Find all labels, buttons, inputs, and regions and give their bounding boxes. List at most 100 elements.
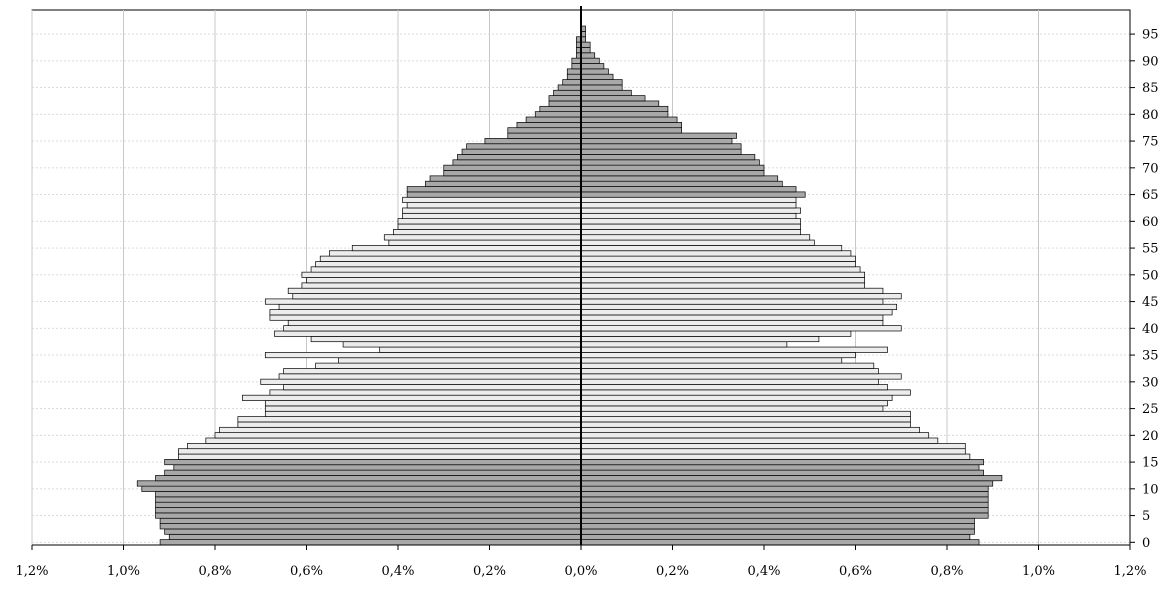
bar-left-age-24 <box>264 410 582 417</box>
bar-right-age-66 <box>580 186 797 193</box>
bar-right-age-20 <box>580 432 930 439</box>
bar-right-age-87 <box>580 73 614 80</box>
bar-right-age-8 <box>580 496 989 503</box>
bar-right-age-93 <box>580 41 591 48</box>
bar-left-age-47 <box>287 287 582 294</box>
bar-left-age-31 <box>278 373 582 380</box>
bar-right-age-42 <box>580 314 884 321</box>
bar-right-age-13 <box>580 469 984 476</box>
y-tick-label: 85 <box>1142 81 1159 96</box>
bar-left-age-39 <box>274 330 582 337</box>
bar-right-age-35 <box>580 352 856 359</box>
y-tick-label: 95 <box>1142 28 1159 43</box>
labels-layer: 1,2% 1,0% 0,8% 0,6% 0,4% 0,2% 0,0% 0,2% 0,4% 0,6%… <box>15 28 1158 579</box>
bar-left-age-4 <box>159 517 582 524</box>
bar-left-age-50 <box>301 271 582 278</box>
bar-right-age-1 <box>580 533 971 540</box>
y-tick-label: 65 <box>1142 188 1159 203</box>
x-tick-label: 0,6% <box>839 564 872 579</box>
bar-right-age-59 <box>580 223 801 230</box>
bar-right-age-56 <box>580 239 815 246</box>
bar-left-age-34 <box>338 357 582 364</box>
bar-right-age-47 <box>580 287 884 294</box>
bar-right-age-16 <box>580 453 971 460</box>
bar-left-age-12 <box>155 475 582 482</box>
y-tick-label: 35 <box>1142 349 1159 364</box>
x-tick-label: 0,8% <box>930 564 963 579</box>
bar-right-age-49 <box>580 277 865 284</box>
bar-left-age-42 <box>269 314 582 321</box>
bar-right-age-37 <box>580 341 788 348</box>
bar-right-age-12 <box>580 475 1003 482</box>
y-tick-label: 70 <box>1142 161 1159 176</box>
y-tick-label: 60 <box>1142 215 1159 230</box>
x-tick-label: 1,0% <box>107 564 140 579</box>
bar-left-age-87 <box>566 73 582 80</box>
bar-right-age-82 <box>580 100 660 107</box>
bar-left-age-52 <box>315 261 582 268</box>
bar-right-age-31 <box>580 373 902 380</box>
bar-left-age-5 <box>155 512 582 519</box>
y-tick-label: 90 <box>1142 54 1159 69</box>
bar-right-age-70 <box>580 164 765 171</box>
bar-right-age-6 <box>580 507 989 514</box>
y-tick-label: 0 <box>1142 536 1150 551</box>
bar-right-age-80 <box>580 111 669 118</box>
y-tick-label: 15 <box>1142 456 1159 471</box>
bar-left-age-67 <box>425 180 582 187</box>
y-tick-label: 45 <box>1142 295 1159 310</box>
bar-left-age-74 <box>466 143 582 150</box>
bar-left-age-71 <box>452 159 582 166</box>
bar-left-age-68 <box>429 175 582 182</box>
bar-left-age-19 <box>205 437 582 444</box>
y-tick-label: 55 <box>1142 242 1159 257</box>
bar-left-age-29 <box>283 384 582 391</box>
bar-right-age-14 <box>580 464 980 471</box>
bar-left-age-56 <box>388 239 582 246</box>
bar-right-age-61 <box>580 212 797 220</box>
bar-left-age-78 <box>516 121 582 129</box>
bar-right-age-71 <box>580 159 760 166</box>
bar-right-age-26 <box>580 400 888 407</box>
bar-right-age-81 <box>580 105 669 113</box>
bar-left-age-90 <box>571 57 582 64</box>
bar-right-age-78 <box>580 121 683 129</box>
bar-right-age-23 <box>580 416 911 423</box>
bar-left-age-41 <box>287 319 582 326</box>
bar-right-age-32 <box>580 368 879 375</box>
bar-left-age-65 <box>406 191 582 198</box>
bar-left-age-76 <box>507 132 582 139</box>
bar-left-age-86 <box>562 79 582 86</box>
x-tick-label: 0,8% <box>198 564 231 579</box>
bar-right-age-0 <box>580 539 980 546</box>
bar-right-age-17 <box>580 448 966 455</box>
bar-left-age-59 <box>397 223 582 230</box>
bar-left-age-26 <box>264 400 582 407</box>
bar-left-age-75 <box>484 138 582 145</box>
bar-left-age-28 <box>269 389 582 396</box>
bar-right-age-55 <box>580 245 843 252</box>
bar-left-age-25 <box>264 405 582 412</box>
bar-right-age-48 <box>580 282 865 289</box>
y-tick-label: 50 <box>1142 268 1159 283</box>
bar-right-age-18 <box>580 443 966 450</box>
bar-left-age-3 <box>159 523 582 530</box>
bar-left-age-22 <box>237 421 582 428</box>
x-tick-label: 0,2% <box>473 564 506 579</box>
bar-left-age-2 <box>164 528 582 535</box>
x-tick-label: 1,0% <box>1022 564 1055 579</box>
bar-right-age-75 <box>580 138 733 145</box>
bar-right-age-36 <box>580 346 888 353</box>
bar-left-age-88 <box>566 68 582 75</box>
bar-left-age-16 <box>178 453 582 460</box>
bar-right-age-25 <box>580 405 884 412</box>
bar-left-age-77 <box>507 127 582 134</box>
bar-right-age-62 <box>580 207 801 214</box>
bar-right-age-69 <box>580 170 765 177</box>
bar-left-age-53 <box>319 255 582 262</box>
bar-right-age-9 <box>580 491 989 498</box>
bar-left-age-36 <box>379 346 582 353</box>
bar-left-age-58 <box>393 229 582 236</box>
bar-right-age-7 <box>580 501 989 508</box>
